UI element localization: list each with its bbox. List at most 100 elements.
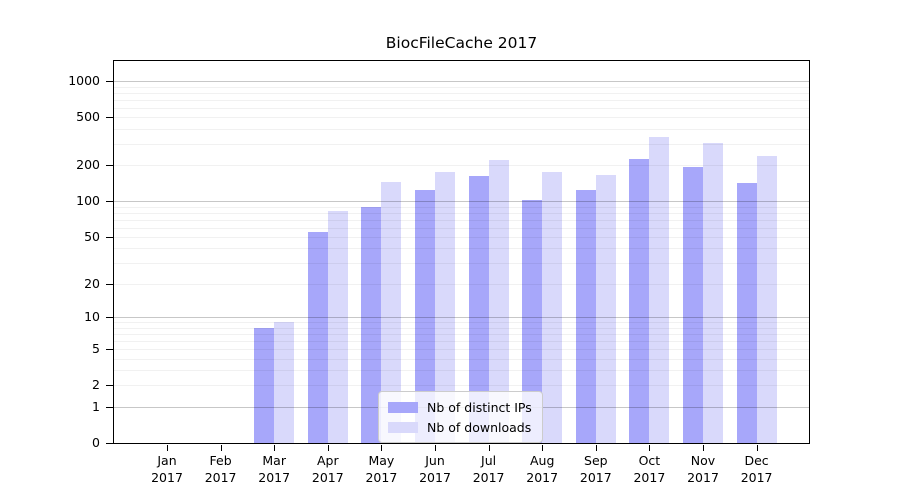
legend: Nb of distinct IPs Nb of downloads <box>378 391 543 443</box>
x-tick-label-feb: Feb 2017 <box>204 453 237 485</box>
y-tick-mark-200 <box>106 165 113 167</box>
gridline-major-10 <box>114 317 809 319</box>
legend-label-downloads: Nb of downloads <box>427 419 532 435</box>
gridline-minor-700 <box>114 99 809 101</box>
x-tick-label-sep: Sep 2017 <box>579 453 612 485</box>
y-tick-label-0: 0 <box>92 435 100 450</box>
gridline-minor-3 <box>114 370 809 372</box>
y-tick-mark-20 <box>106 283 113 285</box>
gridline-minor-4 <box>114 358 809 360</box>
gridline-major-1000 <box>114 81 809 82</box>
bar-distinct-ips-oct <box>629 159 650 443</box>
bar-distinct-ips-nov <box>683 167 703 443</box>
x-tick-mark-apr <box>327 445 329 451</box>
bar-downloads-sep <box>595 175 616 443</box>
y-tick-label-5: 5 <box>92 341 100 357</box>
y-tick-label-100: 100 <box>76 193 100 209</box>
bar-downloads-jul <box>488 160 509 443</box>
gridline-minor-70 <box>114 219 809 221</box>
y-tick-mark-100 <box>106 201 113 203</box>
x-tick-label-may: May 2017 <box>365 453 398 485</box>
x-tick-label-mar: Mar 2017 <box>258 453 291 485</box>
bar-distinct-ips-apr <box>307 232 328 443</box>
bar-downloads-jun <box>435 171 455 443</box>
chart-title: BiocFileCache 2017 <box>385 34 538 52</box>
x-tick-mark-may <box>381 445 383 451</box>
gridline-minor-400 <box>114 128 809 130</box>
x-tick-label-dec: Dec 2017 <box>740 453 773 485</box>
y-tick-mark-500 <box>106 117 113 119</box>
x-tick-label-jun: Jun 2017 <box>419 453 451 485</box>
x-tick-mark-jun <box>435 445 436 451</box>
bar-distinct-ips-sep <box>575 190 596 443</box>
x-tick-mark-oct <box>649 445 651 451</box>
bar-downloads-aug <box>542 172 563 443</box>
gridline-minor-9 <box>114 322 809 324</box>
y-tick-mark-10 <box>106 317 113 319</box>
x-tick-mark-dec <box>756 445 758 451</box>
legend-item-distinct-ips: Nb of distinct IPs <box>388 397 532 417</box>
y-tick-label-50: 50 <box>84 229 100 244</box>
y-tick-label-10: 10 <box>84 309 100 325</box>
bar-downloads-dec <box>756 155 777 443</box>
x-tick-mark-sep <box>595 445 597 451</box>
x-tick-mark-nov <box>703 445 704 451</box>
bar-downloads-may <box>381 182 402 443</box>
legend-swatch-downloads <box>388 421 418 433</box>
x-tick-label-nov: Nov 2017 <box>687 453 719 485</box>
bar-distinct-ips-mar <box>254 327 275 443</box>
x-tick-mark-mar <box>274 445 276 451</box>
gridline-minor-2 <box>114 385 809 387</box>
y-tick-mark-2 <box>106 385 113 387</box>
gridline-minor-30 <box>114 263 809 265</box>
gridline-minor-80 <box>114 212 809 214</box>
gridline-minor-800 <box>114 92 809 94</box>
gridline-minor-500 <box>114 117 809 119</box>
gridline-minor-50 <box>114 237 809 238</box>
bar-distinct-ips-dec <box>736 182 757 443</box>
bar-distinct-ips-jun <box>415 190 435 443</box>
y-tick-mark-1000 <box>106 81 113 82</box>
bar-downloads-apr <box>327 210 348 443</box>
x-tick-label-jul: Jul 2017 <box>472 453 505 485</box>
y-tick-mark-50 <box>106 237 113 238</box>
gridline-major-100 <box>114 201 809 203</box>
y-tick-label-1000: 1000 <box>68 73 100 88</box>
gridline-minor-8 <box>114 327 809 329</box>
y-tick-label-200: 200 <box>76 157 100 173</box>
gridline-minor-5 <box>114 349 809 351</box>
x-tick-mark-jan <box>167 445 168 451</box>
x-tick-label-jan: Jan 2017 <box>151 453 183 485</box>
gridline-minor-200 <box>114 165 809 167</box>
bar-distinct-ips-jul <box>468 175 489 443</box>
gridline-minor-40 <box>114 248 809 250</box>
y-tick-label-2: 2 <box>92 377 100 393</box>
x-tick-label-apr: Apr 2017 <box>311 453 344 485</box>
gridline-minor-900 <box>114 86 809 88</box>
bar-distinct-ips-aug <box>522 199 543 443</box>
x-tick-mark-jul <box>488 445 490 451</box>
y-tick-label-500: 500 <box>76 109 100 125</box>
x-tick-label-aug: Aug 2017 <box>526 453 559 485</box>
gridline-minor-600 <box>114 107 809 109</box>
gridline-minor-7 <box>114 334 809 335</box>
y-tick-label-1: 1 <box>92 398 100 414</box>
x-tick-mark-aug <box>542 445 544 451</box>
legend-swatch-distinct-ips <box>388 401 418 413</box>
y-tick-mark-5 <box>106 349 113 351</box>
bar-downloads-oct <box>649 137 670 443</box>
x-tick-label-oct: Oct 2017 <box>633 453 666 485</box>
gridline-minor-20 <box>114 283 809 285</box>
x-tick-mark-feb <box>220 445 222 451</box>
y-tick-label-20: 20 <box>84 275 100 291</box>
y-tick-mark-1 <box>106 406 113 408</box>
gridline-minor-6 <box>114 341 809 342</box>
gridline-minor-60 <box>114 227 809 229</box>
bar-distinct-ips-may <box>361 207 382 443</box>
gridline-minor-300 <box>114 144 809 145</box>
bar-downloads-mar <box>274 322 295 443</box>
gridline-minor-90 <box>114 206 809 208</box>
plot-area: Nb of distinct IPs Nb of downloads <box>113 60 810 444</box>
y-tick-mark-0 <box>106 443 113 444</box>
